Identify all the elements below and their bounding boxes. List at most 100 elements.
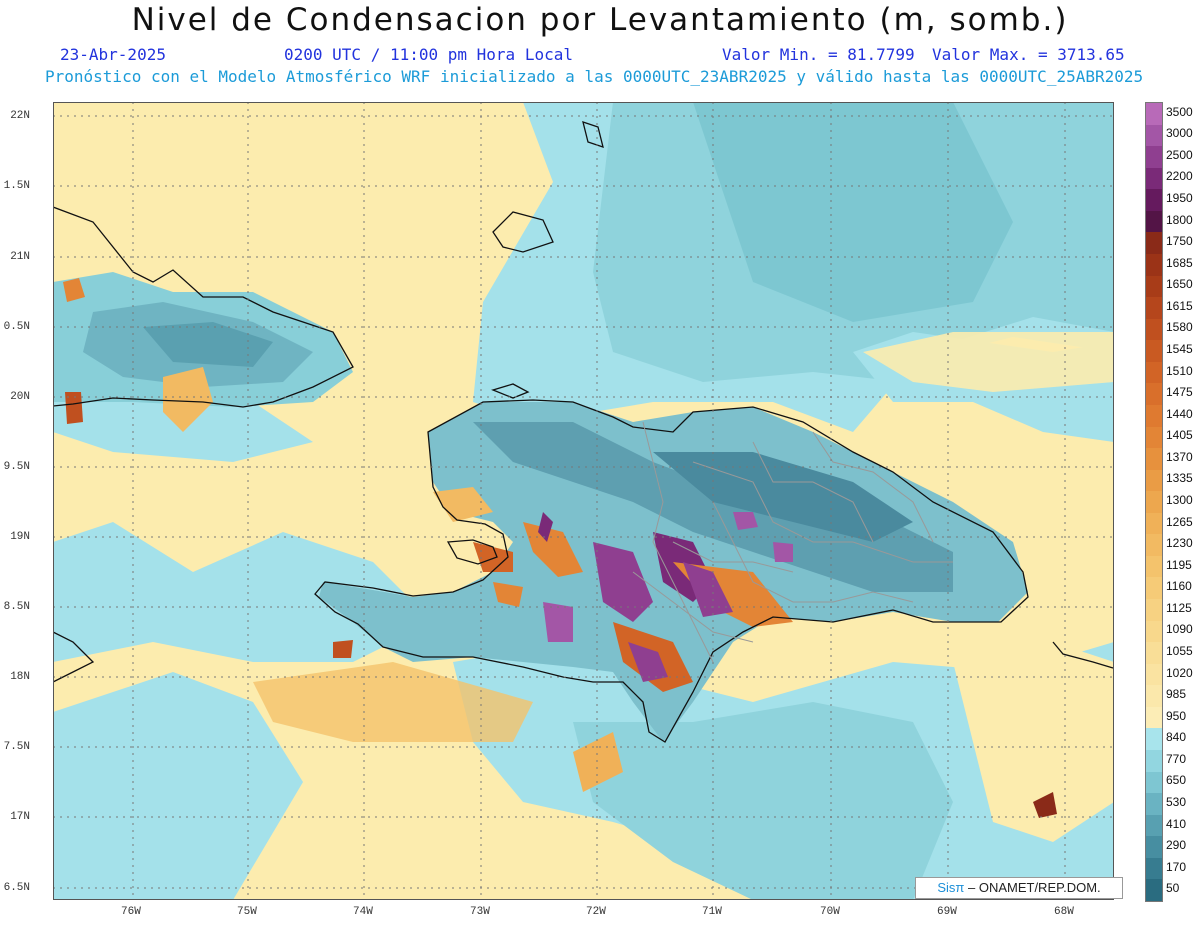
colorbar-label: 1265 <box>1166 514 1193 529</box>
colorbar-label: 1370 <box>1166 449 1193 464</box>
credit-text: – ONAMET/REP.DOM. <box>967 880 1101 895</box>
colorbar-label: 1615 <box>1166 298 1193 313</box>
lon-label-69w: 69W <box>937 906 957 918</box>
colorbar-label: 1195 <box>1166 557 1192 572</box>
credit-box: Sisπ – ONAMET/REP.DOM. <box>915 877 1123 899</box>
colorbar-cell <box>1146 814 1162 837</box>
lat-label-18-5n: 8.5N <box>3 601 30 613</box>
colorbar-cell <box>1146 620 1162 643</box>
colorbar-cell <box>1146 793 1162 816</box>
colorbar-label: 3000 <box>1166 126 1193 141</box>
colorbar-cell <box>1146 146 1162 169</box>
lat-label-20-5n: 0.5N <box>3 321 30 333</box>
colorbar-cell <box>1146 210 1162 233</box>
lat-label-19-5n: 9.5N <box>3 461 30 473</box>
colorbar-label: 950 <box>1166 708 1187 723</box>
colorbar-label: 1055 <box>1166 643 1193 658</box>
colorbar-label: 50 <box>1166 881 1180 896</box>
lat-label-16-5n: 6.5N <box>3 882 30 894</box>
colorbar-label: 1750 <box>1166 234 1193 249</box>
colorbar-label: 1545 <box>1166 342 1193 357</box>
colorbar-cell <box>1146 706 1162 729</box>
colorbar-label: 770 <box>1166 751 1187 766</box>
colorbar-label: 1950 <box>1166 191 1193 206</box>
colorbar-label: 1405 <box>1166 428 1193 443</box>
colorbar-label: 2500 <box>1166 147 1193 162</box>
lon-label-76w: 76W <box>121 906 141 918</box>
lat-label-22n: 22N <box>10 110 30 122</box>
colorbar-label: 1020 <box>1166 665 1193 680</box>
lon-label-75w: 75W <box>237 906 257 918</box>
colorbar-cell <box>1146 426 1162 449</box>
colorbar-label: 1650 <box>1166 277 1193 292</box>
colorbar-label: 1160 <box>1166 579 1192 594</box>
colorbar-cell <box>1146 103 1162 126</box>
colorbar-label: 170 <box>1166 859 1187 874</box>
colorbar-label: 2200 <box>1166 169 1193 184</box>
colorbar-cell <box>1146 232 1162 255</box>
colorbar-cell <box>1146 167 1162 190</box>
colorbar-cell <box>1146 857 1162 880</box>
colorbar-label: 290 <box>1166 838 1187 853</box>
colorbar-label: 410 <box>1166 816 1187 831</box>
date-label: 23-Abr-2025 <box>60 45 166 64</box>
colorbar-cell <box>1146 448 1162 471</box>
lon-label-70w: 70W <box>820 906 840 918</box>
colorbar-cell <box>1146 404 1162 427</box>
colorbar-cell <box>1146 685 1162 708</box>
colorbar-cell <box>1146 318 1162 341</box>
colorbar <box>1145 102 1163 902</box>
time-label: 0200 UTC / 11:00 pm Hora Local <box>284 45 573 64</box>
colorbar-cell <box>1146 189 1162 212</box>
colorbar-cell <box>1146 642 1162 665</box>
lat-label-21-5n: 1.5N <box>3 180 30 192</box>
colorbar-cell <box>1146 836 1162 859</box>
colorbar-cell <box>1146 879 1162 902</box>
max-value-label: Valor Max. = 3713.65 <box>932 45 1125 64</box>
colorbar-label: 1800 <box>1166 212 1193 227</box>
colorbar-label: 840 <box>1166 730 1187 745</box>
min-value-label: Valor Min. = 81.7799 <box>722 45 915 64</box>
colorbar-label: 1300 <box>1166 493 1193 507</box>
colorbar-label: 650 <box>1166 773 1187 788</box>
colorbar-label: 1580 <box>1166 320 1193 335</box>
lon-label-68w: 68W <box>1054 906 1074 918</box>
colorbar-cell <box>1146 361 1162 384</box>
lat-label-17-5n: 7.5N <box>3 741 30 753</box>
lon-label-72w: 72W <box>586 906 606 918</box>
colorbar-cell <box>1146 469 1162 492</box>
colorbar-label: 1125 <box>1166 600 1192 615</box>
forecast-info: Pronóstico con el Modelo Atmosférico WRF… <box>45 67 1144 86</box>
colorbar-cell <box>1146 491 1162 514</box>
lat-label-18n: 18N <box>10 671 30 683</box>
colorbar-label: 1440 <box>1166 406 1193 421</box>
colorbar-label: 1230 <box>1166 536 1193 551</box>
lon-label-74w: 74W <box>353 906 373 918</box>
lat-label-21n: 21N <box>10 251 30 263</box>
colorbar-cell <box>1146 555 1162 578</box>
colorbar-cell <box>1146 340 1162 363</box>
colorbar-cell <box>1146 297 1162 320</box>
colorbar-label: 3500 <box>1166 104 1193 119</box>
colorbar-label: 1090 <box>1166 622 1193 637</box>
colorbar-cell <box>1146 383 1162 406</box>
colorbar-cell <box>1146 275 1162 298</box>
colorbar-cell <box>1146 534 1162 557</box>
colorbar-cell <box>1146 663 1162 686</box>
colorbar-cell <box>1146 728 1162 751</box>
lon-label-71w: 71W <box>702 906 722 918</box>
colorbar-label: 530 <box>1166 794 1187 809</box>
lon-label-73w: 73W <box>470 906 490 918</box>
colorbar-cell <box>1146 124 1162 147</box>
colorbar-label: 1685 <box>1166 255 1193 270</box>
colorbar-label: 1475 <box>1166 385 1193 400</box>
colorbar-cell <box>1146 750 1162 773</box>
colorbar-cell <box>1146 512 1162 535</box>
colorbar-label: 1335 <box>1166 471 1193 486</box>
map-plot <box>53 102 1114 900</box>
colorbar-label: 985 <box>1166 687 1187 702</box>
lat-label-19n: 19N <box>10 531 30 543</box>
lat-label-20n: 20N <box>10 391 30 403</box>
colorbar-cell <box>1146 253 1162 277</box>
colorbar-cell <box>1146 771 1162 794</box>
